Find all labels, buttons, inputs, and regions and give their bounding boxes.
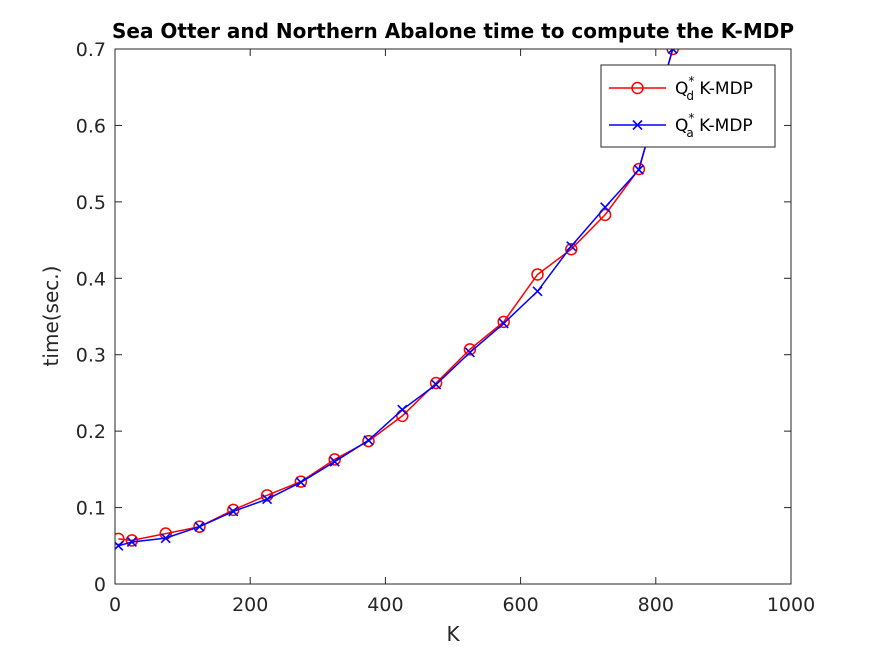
legend-label: Q* d K-MDP [675, 74, 753, 103]
y-tick-label: 0.4 [76, 268, 106, 290]
data-point-x [498, 318, 509, 329]
axes-box [114, 48, 792, 585]
x-tick-label: 0 [109, 594, 121, 616]
data-point-circle [125, 534, 139, 547]
data-point-x [431, 379, 442, 390]
data-point-circle [531, 268, 544, 281]
data-point-circle [666, 49, 679, 56]
x-tick-label: 200 [232, 594, 268, 616]
x-tick-label: 800 [638, 594, 674, 616]
data-point-x [566, 241, 577, 252]
data-point-circle [631, 81, 644, 95]
y-axis-label: time(sec.) [39, 266, 63, 367]
data-point-x [160, 533, 171, 544]
legend-item-a: Q* a K-MDP [609, 111, 753, 140]
data-point-circle [463, 343, 477, 356]
data-point-x [397, 404, 408, 415]
y-tick-label: 0 [94, 574, 106, 596]
data-point-x [329, 456, 340, 467]
legend-item-d: Q* d K-MDP [609, 74, 753, 103]
data-point-circle [362, 434, 375, 448]
x-axis-label: K [446, 622, 460, 646]
y-tick-label: 0.2 [76, 421, 106, 443]
data-point-x [363, 435, 374, 446]
x-tick-label: 400 [367, 594, 403, 616]
data-point-circle [260, 489, 274, 502]
legend-box [600, 64, 776, 148]
series-layer [115, 49, 679, 551]
legend: Q* d K-MDP Q* a K-MDP [600, 64, 776, 148]
legend-label: Q* a K-MDP [675, 111, 753, 140]
y-tick-label: 0.5 [76, 192, 106, 214]
y-tick-label: 0.7 [76, 39, 106, 61]
data-point-x [295, 477, 306, 488]
data-point-circle [115, 532, 125, 546]
data-point-x [464, 347, 475, 358]
data-point-x [228, 506, 239, 517]
data-point-x [194, 521, 205, 532]
data-point-circle [598, 208, 612, 222]
data-point-x [633, 164, 644, 175]
data-point-circle [565, 242, 578, 256]
data-point-circle [429, 376, 443, 390]
legend-items: Q* d K-MDP Q* a K-MDP [609, 74, 753, 140]
data-point-x [632, 119, 643, 131]
x-tick-label: 1000 [767, 594, 815, 616]
series-a [115, 49, 678, 551]
data-point-circle [328, 453, 341, 466]
y-tick-label: 0.3 [76, 345, 106, 367]
data-point-x [532, 286, 543, 297]
data-point-x [600, 202, 611, 213]
tick-layer: 0 200 400 600 800 1000 0 0.1 0.2 0.3 0.4 0.5 0.6 0.7 [76, 39, 815, 616]
chart-title: Sea Otter and Northern Abalone time to c… [112, 19, 794, 43]
data-point-circle [632, 162, 646, 176]
x-tick-label: 600 [502, 594, 538, 616]
data-point-circle [294, 475, 308, 488]
data-point-x [126, 536, 137, 548]
y-tick-label: 0.1 [76, 498, 106, 520]
data-point-circle [497, 315, 510, 329]
series-line [118, 49, 674, 547]
data-point-x [262, 494, 273, 505]
data-point-circle [193, 520, 206, 533]
data-point-x [667, 49, 678, 55]
y-tick-label: 0.6 [76, 115, 106, 137]
